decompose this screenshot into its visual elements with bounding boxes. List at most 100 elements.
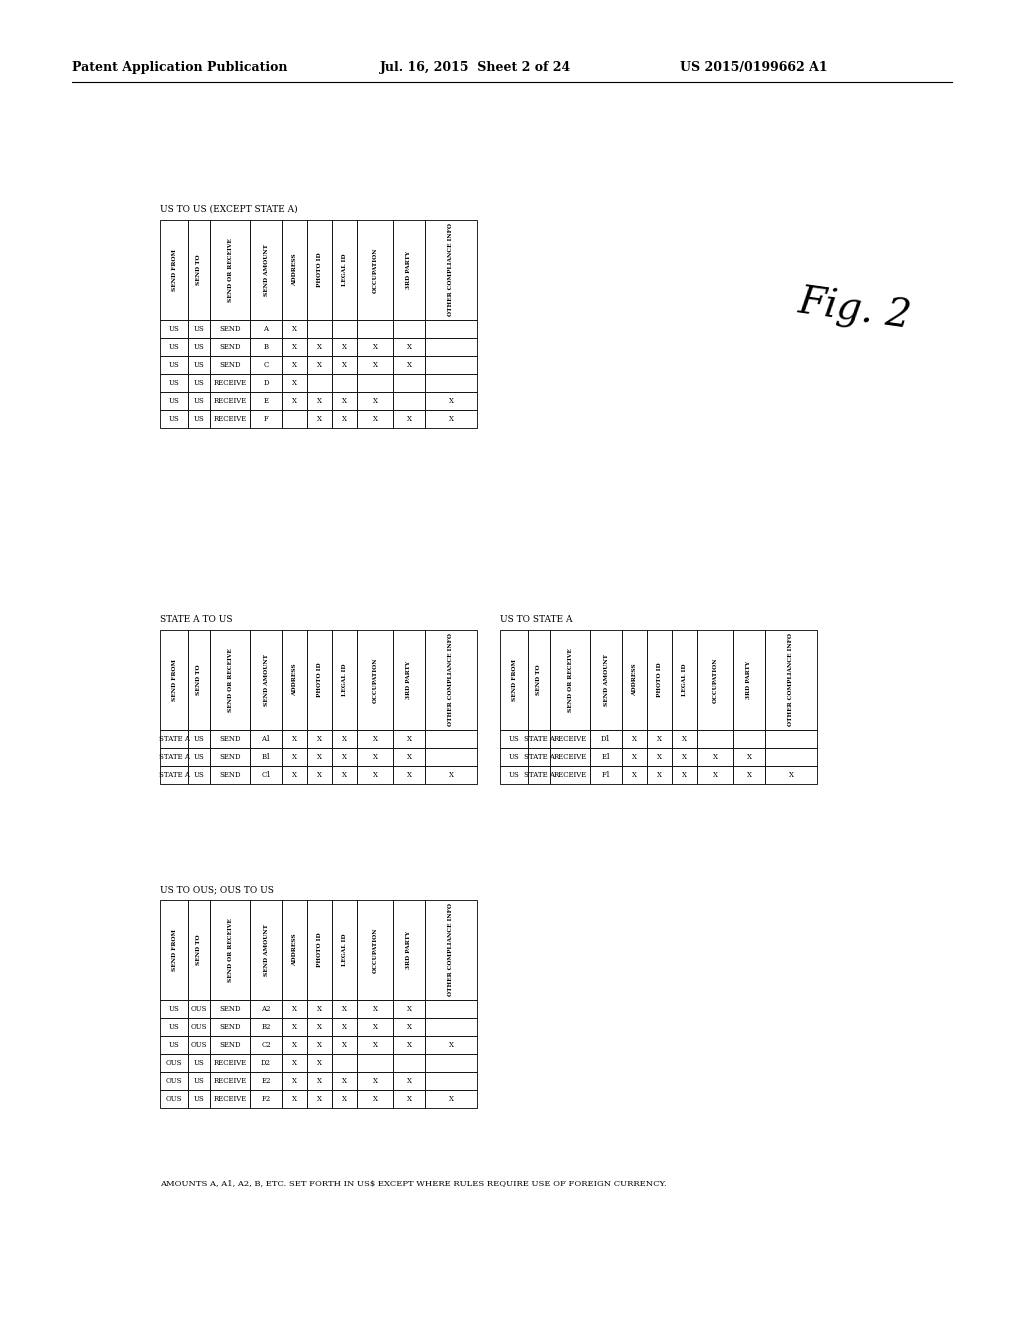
Bar <box>188 1090 210 1107</box>
Text: OUS: OUS <box>190 1023 207 1031</box>
Text: X: X <box>317 771 322 779</box>
Bar <box>393 766 425 784</box>
Bar <box>282 356 307 374</box>
Bar <box>425 356 477 374</box>
Bar <box>550 630 590 730</box>
Bar <box>357 1036 393 1053</box>
Bar <box>282 392 307 411</box>
Bar <box>210 1001 250 1018</box>
Text: RECEIVE: RECEIVE <box>553 735 587 743</box>
Text: X: X <box>746 752 752 762</box>
Bar <box>160 1001 188 1018</box>
Text: SEND AMOUNT: SEND AMOUNT <box>263 924 268 975</box>
Text: RECEIVE: RECEIVE <box>553 752 587 762</box>
Text: SEND TO: SEND TO <box>197 935 202 965</box>
Bar <box>357 900 393 1001</box>
Text: X: X <box>713 771 718 779</box>
Bar <box>210 1036 250 1053</box>
Text: US TO OUS; OUS TO US: US TO OUS; OUS TO US <box>160 884 273 894</box>
Text: F2: F2 <box>261 1096 270 1104</box>
Text: STATE A: STATE A <box>523 735 554 743</box>
Bar <box>332 1001 357 1018</box>
Text: US: US <box>194 735 205 743</box>
Text: OTHER COMPLIANCE INFO: OTHER COMPLIANCE INFO <box>788 634 794 726</box>
Bar <box>160 1018 188 1036</box>
Text: SEND FROM: SEND FROM <box>171 659 176 701</box>
Text: SEND FROM: SEND FROM <box>512 659 516 701</box>
Text: STATE A: STATE A <box>523 752 554 762</box>
Bar <box>332 1036 357 1053</box>
Text: X: X <box>713 752 718 762</box>
Bar <box>188 766 210 784</box>
Text: X: X <box>449 1096 454 1104</box>
Text: X: X <box>682 752 687 762</box>
Text: X: X <box>449 771 454 779</box>
Bar <box>188 338 210 356</box>
Text: X: X <box>657 735 662 743</box>
Bar <box>332 319 357 338</box>
Bar <box>500 766 528 784</box>
Bar <box>765 630 817 730</box>
Bar <box>282 730 307 748</box>
Bar <box>393 338 425 356</box>
Text: B: B <box>263 343 268 351</box>
Text: X: X <box>373 1077 378 1085</box>
Bar <box>307 1036 332 1053</box>
Text: SEND: SEND <box>219 360 241 370</box>
Text: X: X <box>317 1096 322 1104</box>
Bar <box>282 766 307 784</box>
Text: X: X <box>292 1005 297 1012</box>
Text: X: X <box>407 735 412 743</box>
Bar <box>250 411 282 428</box>
Text: X: X <box>407 1041 412 1049</box>
Bar <box>188 374 210 392</box>
Bar <box>393 1090 425 1107</box>
Text: PHOTO ID: PHOTO ID <box>657 663 662 697</box>
Text: X: X <box>407 1096 412 1104</box>
Text: X: X <box>407 1023 412 1031</box>
Bar <box>550 766 590 784</box>
Text: SEND FROM: SEND FROM <box>171 249 176 290</box>
Text: STATE A: STATE A <box>159 771 189 779</box>
Text: X: X <box>317 343 322 351</box>
Bar <box>332 766 357 784</box>
Text: SEND: SEND <box>219 752 241 762</box>
Text: X: X <box>373 1005 378 1012</box>
Bar <box>332 374 357 392</box>
Text: 3RD PARTY: 3RD PARTY <box>407 931 412 969</box>
Bar <box>357 374 393 392</box>
Text: A2: A2 <box>261 1005 270 1012</box>
Text: X: X <box>317 397 322 405</box>
Text: X: X <box>317 360 322 370</box>
Bar <box>332 338 357 356</box>
Text: X: X <box>657 752 662 762</box>
Text: X: X <box>292 752 297 762</box>
Text: PHOTO ID: PHOTO ID <box>317 252 322 288</box>
Text: X: X <box>317 735 322 743</box>
Text: X: X <box>373 1023 378 1031</box>
Bar <box>393 1053 425 1072</box>
Bar <box>500 630 528 730</box>
Text: US: US <box>509 752 519 762</box>
Bar <box>160 1072 188 1090</box>
Bar <box>357 1018 393 1036</box>
Bar <box>188 1018 210 1036</box>
Bar <box>393 319 425 338</box>
Text: X: X <box>373 752 378 762</box>
Bar <box>647 748 672 766</box>
Bar <box>697 730 733 748</box>
Text: X: X <box>342 1041 347 1049</box>
Text: X: X <box>342 1023 347 1031</box>
Bar <box>550 730 590 748</box>
Bar <box>425 766 477 784</box>
Bar <box>528 730 550 748</box>
Text: X: X <box>292 397 297 405</box>
Text: X: X <box>342 397 347 405</box>
Bar <box>250 319 282 338</box>
Text: C: C <box>263 360 268 370</box>
Text: RECEIVE: RECEIVE <box>213 414 247 422</box>
Bar <box>160 319 188 338</box>
Text: STATE A: STATE A <box>159 735 189 743</box>
Bar <box>160 1036 188 1053</box>
Bar <box>307 356 332 374</box>
